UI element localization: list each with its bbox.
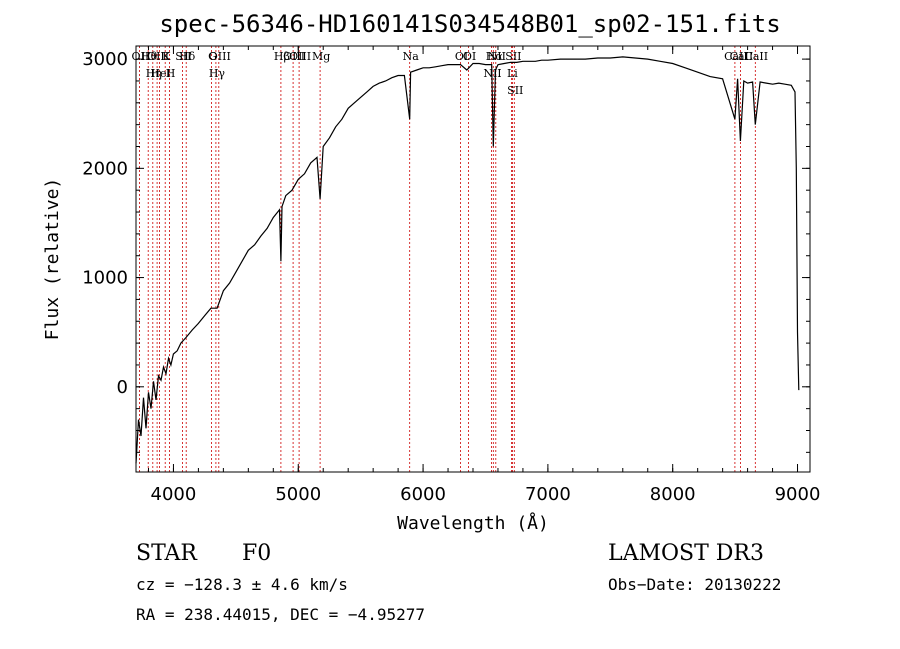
spectral-line-label: K bbox=[162, 50, 171, 63]
y-tick-label: 1000 bbox=[82, 268, 128, 289]
spectral-line-label: Hα bbox=[486, 50, 504, 63]
subclass: F0 bbox=[242, 541, 271, 566]
spectral-line-label: OI bbox=[463, 50, 476, 63]
spectral-line-label: OIII bbox=[283, 50, 305, 63]
spectral-line-label: NII bbox=[483, 67, 501, 80]
object-class: STAR bbox=[136, 541, 198, 566]
x-tick-label: 5000 bbox=[275, 484, 321, 505]
y-tick-label: 3000 bbox=[82, 49, 128, 70]
spectral-line-label: OIII bbox=[209, 50, 231, 63]
spectral-line-label: Li bbox=[507, 67, 518, 80]
chart-title: spec-56346-HD160141S034548B01_sp02-151.f… bbox=[159, 10, 780, 38]
x-axis-label: Wavelength (Å) bbox=[397, 512, 549, 534]
x-tick-label: 9000 bbox=[775, 484, 821, 505]
spectral-line-label: SII bbox=[505, 50, 521, 63]
obs-date-text: Obs−Date: 20130222 bbox=[608, 575, 781, 594]
spectral-line-label: SII bbox=[175, 50, 191, 63]
survey-name: LAMOST DR3 bbox=[608, 541, 764, 566]
spectral-line-label: Hθ bbox=[141, 50, 158, 63]
spectral-line-label: SII bbox=[507, 84, 523, 97]
y-tick-label: 0 bbox=[117, 377, 128, 398]
y-axis-label: Flux (relative) bbox=[42, 178, 63, 341]
spectrum-line bbox=[135, 56, 800, 464]
spectral-line-label: HeI bbox=[150, 67, 170, 80]
spectral-line-label: OI bbox=[455, 50, 468, 63]
y-axis-ticks: 0 1000 2000 3000 bbox=[82, 49, 810, 453]
spectral-line-label: H bbox=[166, 67, 176, 80]
spectral-line-label: Hβ bbox=[274, 50, 290, 63]
spectral-line-label: NII bbox=[488, 50, 506, 63]
plot-frame bbox=[135, 45, 811, 473]
x-tick-label: 4000 bbox=[151, 484, 197, 505]
spectral-line-label: OIII bbox=[147, 50, 169, 63]
x-tick-label: 8000 bbox=[650, 484, 696, 505]
coords-text: RA = 238.44015, DEC = −4.95277 bbox=[136, 605, 425, 624]
spectral-line-label: Hγ bbox=[209, 67, 226, 80]
x-tick-label: 6000 bbox=[400, 484, 446, 505]
x-axis-ticks: 4000 5000 6000 7000 8000 9000 bbox=[147, 46, 821, 505]
spectral-line-label: Na bbox=[403, 50, 420, 63]
y-tick-label: 2000 bbox=[82, 158, 128, 179]
spectral-line-label: G bbox=[208, 50, 217, 63]
spectral-line-markers bbox=[138, 46, 756, 472]
redshift-text: cz = −128.3 ± 4.6 km/s bbox=[136, 575, 348, 594]
spectral-line-label: OIII bbox=[289, 50, 311, 63]
spectral-line-label: CaII bbox=[724, 50, 748, 63]
spectral-line-label: CaII bbox=[730, 50, 754, 63]
spectral-line-label: Hη bbox=[146, 67, 162, 80]
spectral-line-label: Mg bbox=[312, 50, 330, 63]
spectral-line-label: CaII bbox=[744, 50, 768, 63]
spectral-line-label: Hδ bbox=[179, 50, 196, 63]
x-tick-label: 7000 bbox=[525, 484, 571, 505]
